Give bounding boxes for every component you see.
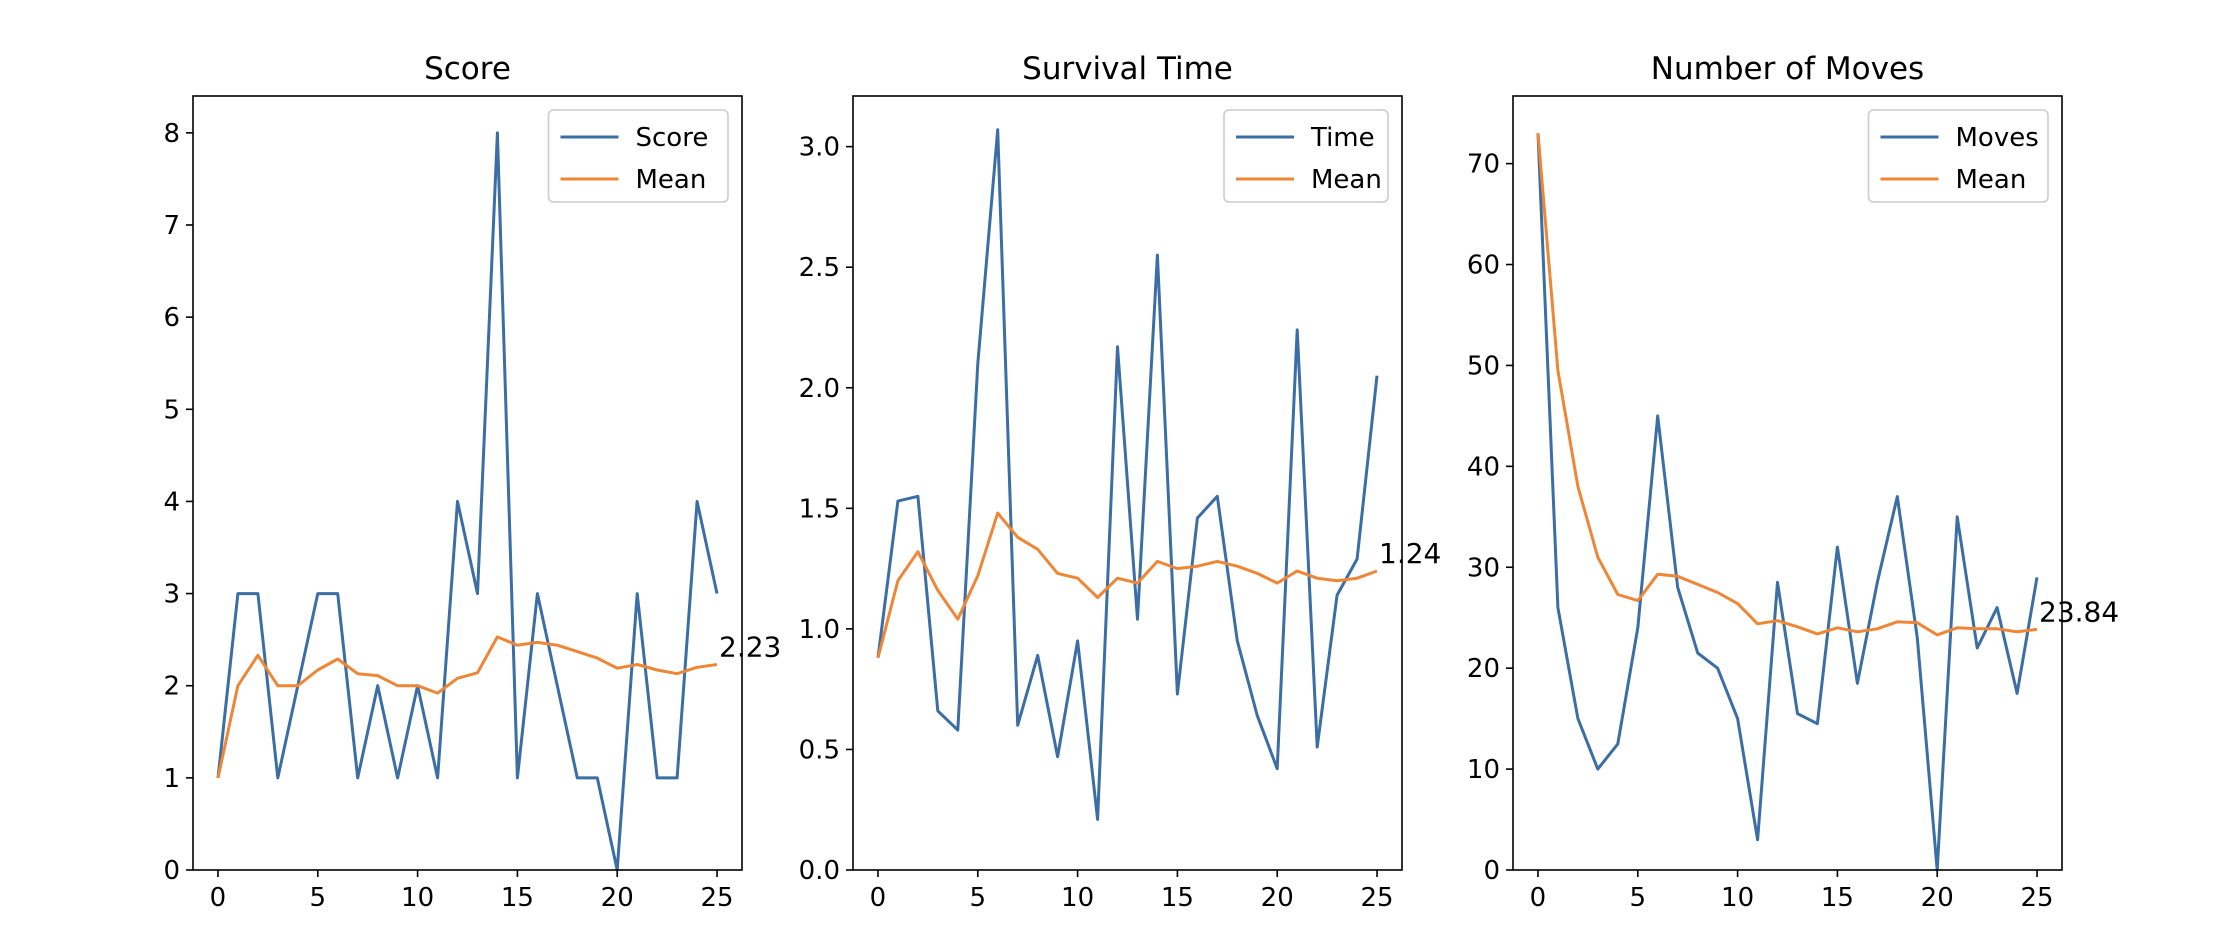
survival-time-y-tick-label: 0.5 (799, 735, 840, 765)
number-of-moves-series-mean-line (1536, 133, 2038, 637)
score-x-tick-label: 10 (401, 883, 434, 913)
score-y-tick-label: 2 (163, 672, 180, 702)
score-y-tick-label: 6 (163, 303, 180, 333)
survival-time-y-tick-label: 3.0 (799, 133, 840, 163)
score-x-tick-label: 5 (309, 883, 326, 913)
number-of-moves-final-mean-label: 23.84 (2039, 595, 2119, 628)
number-of-moves-x-tick-label: 10 (1721, 883, 1754, 913)
number-of-moves-legend-label-mean: Mean (1956, 165, 2027, 195)
survival-time-x-tick-label: 5 (969, 883, 986, 913)
score-chart-panel: Score 2.23 0 5 10 15 20 25 0 1 2 3 4 5 6 7 8 Score Mean (163, 51, 781, 913)
score-x-tick-label: 20 (601, 883, 634, 913)
score-axes-frame (192, 95, 743, 871)
score-x-tick-label: 0 (210, 883, 227, 913)
survival-time-x-tick-label: 15 (1161, 883, 1194, 913)
survival-time-x-tick-label: 10 (1061, 883, 1094, 913)
number-of-moves-y-tick-label: 50 (1467, 351, 1500, 381)
number-of-moves-axes-frame (1512, 95, 2063, 871)
survival-time-y-tick-label: 1.5 (799, 494, 840, 524)
score-legend-label-score: Score (636, 123, 709, 153)
score-series-mean-line (216, 635, 718, 779)
number-of-moves-y-tick-label: 70 (1467, 150, 1500, 180)
score-final-mean-label: 2.23 (719, 631, 781, 664)
score-y-tick-label: 8 (163, 119, 180, 149)
survival-time-y-tick-label: 1.0 (799, 615, 840, 645)
number-of-moves-x-tick-label: 15 (1821, 883, 1854, 913)
score-y-tick-label: 3 (163, 580, 180, 610)
survival-time-x-tick-label: 25 (1360, 883, 1393, 913)
survival-time-chart-panel: Survival Time 1.24 0 5 10 15 20 25 0.0 0.5 1.0 1.5 2… (799, 51, 1442, 913)
score-title: Score (424, 51, 511, 87)
number-of-moves-x-tick-label: 25 (2020, 883, 2053, 913)
number-of-moves-y-tick-label: 30 (1467, 553, 1500, 583)
number-of-moves-y-tick-label: 20 (1467, 654, 1500, 684)
score-series-score-line (216, 131, 719, 872)
score-y-tick-label: 4 (163, 487, 180, 517)
survival-time-x-tick-label: 20 (1261, 883, 1294, 913)
score-y-tick-label: 1 (163, 764, 180, 794)
survival-time-x-tick-label: 0 (870, 883, 887, 913)
survival-time-final-mean-label: 1.24 (1379, 537, 1441, 570)
survival-time-legend-label-time: Time (1310, 123, 1375, 153)
survival-time-y-tick-label: 2.0 (799, 374, 840, 404)
survival-time-y-tick-label: 0.0 (799, 856, 840, 886)
number-of-moves-legend-label-moves: Moves (1956, 123, 2039, 153)
number-of-moves-title: Number of Moves (1651, 51, 1924, 87)
number-of-moves-x-tick-label: 20 (1921, 883, 1954, 913)
score-y-tick-label: 5 (163, 395, 180, 425)
survival-time-axes-frame (852, 95, 1403, 871)
number-of-moves-y-tick-label: 10 (1467, 755, 1500, 785)
score-legend-label-mean: Mean (636, 165, 707, 195)
number-of-moves-legend: Moves Mean (1867, 109, 2049, 203)
score-y-tick-label: 7 (163, 211, 180, 241)
score-x-tick-label: 25 (700, 883, 733, 913)
number-of-moves-y-tick-label: 60 (1467, 251, 1500, 281)
score-legend: Score Mean (547, 109, 729, 203)
number-of-moves-y-tick-label: 0 (1483, 856, 1500, 886)
survival-time-legend-label-mean: Mean (1311, 165, 1382, 195)
number-of-moves-series-moves-line (1536, 133, 2039, 872)
survival-time-y-tick-label: 2.5 (799, 253, 840, 283)
number-of-moves-x-tick-label: 5 (1629, 883, 1646, 913)
survival-time-series-mean-line (876, 511, 1378, 659)
score-x-tick-label: 15 (501, 883, 534, 913)
score-y-tick-label: 0 (163, 856, 180, 886)
number-of-moves-x-tick-label: 0 (1530, 883, 1547, 913)
number-of-moves-y-tick-label: 40 (1467, 452, 1500, 482)
survival-time-title: Survival Time (1022, 51, 1233, 87)
survival-time-legend: Time Mean (1223, 109, 1389, 203)
survival-time-series-time-line (876, 128, 1379, 821)
number-of-moves-chart-panel: Number of Moves 23.84 0 5 10 15 20 25 0 10 20 30 40 5… (1467, 51, 2119, 913)
